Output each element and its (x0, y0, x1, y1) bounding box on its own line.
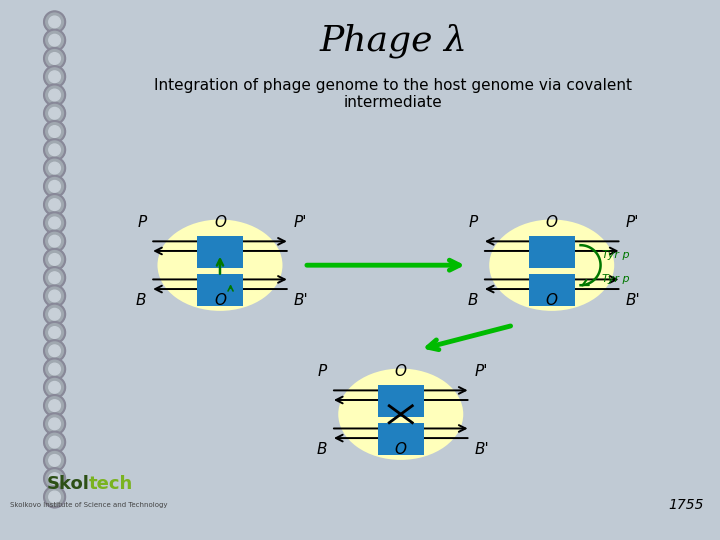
Circle shape (44, 103, 66, 124)
Circle shape (49, 345, 60, 356)
Text: tech: tech (89, 475, 133, 493)
Circle shape (44, 212, 66, 233)
Text: O: O (395, 442, 407, 457)
Circle shape (49, 363, 60, 375)
Text: P': P' (625, 215, 639, 230)
Text: O: O (546, 215, 558, 230)
Circle shape (44, 48, 66, 69)
Circle shape (49, 89, 60, 101)
Text: Phage λ: Phage λ (319, 24, 467, 58)
Circle shape (49, 418, 60, 430)
Circle shape (49, 290, 60, 302)
Circle shape (44, 194, 66, 215)
Text: P': P' (294, 215, 307, 230)
Circle shape (44, 322, 66, 343)
Text: O: O (546, 293, 558, 308)
Bar (378, 384, 424, 417)
Circle shape (49, 217, 60, 229)
Text: Integration of phage genome to the host genome via covalent
intermediate: Integration of phage genome to the host … (154, 78, 632, 110)
Circle shape (49, 491, 60, 503)
Circle shape (49, 308, 60, 320)
Circle shape (44, 30, 66, 51)
Circle shape (49, 436, 60, 448)
Text: B: B (468, 293, 478, 308)
Text: Skol: Skol (46, 475, 89, 493)
Circle shape (49, 235, 60, 247)
Circle shape (44, 377, 66, 398)
Circle shape (49, 107, 60, 119)
Circle shape (44, 176, 66, 197)
Circle shape (44, 158, 66, 179)
Text: P: P (318, 364, 327, 379)
Text: B: B (317, 442, 327, 457)
Text: Tyr p: Tyr p (603, 250, 630, 260)
Text: P': P' (474, 364, 488, 379)
Circle shape (49, 180, 60, 192)
Circle shape (44, 121, 66, 142)
Circle shape (49, 144, 60, 156)
Circle shape (49, 473, 60, 484)
Circle shape (44, 359, 66, 380)
Circle shape (44, 413, 66, 434)
Circle shape (44, 450, 66, 471)
Text: Tyr p: Tyr p (603, 274, 630, 284)
Text: O: O (214, 293, 226, 308)
Text: B': B' (625, 293, 640, 308)
Text: P: P (469, 215, 478, 230)
Circle shape (44, 66, 66, 87)
Text: O: O (395, 364, 407, 379)
Circle shape (49, 327, 60, 339)
Circle shape (44, 11, 66, 32)
Circle shape (49, 52, 60, 64)
Circle shape (44, 303, 66, 325)
Text: B': B' (294, 293, 308, 308)
Circle shape (49, 254, 60, 265)
Circle shape (49, 126, 60, 137)
Bar (528, 235, 575, 268)
Circle shape (44, 487, 66, 508)
Text: B: B (136, 293, 146, 308)
Circle shape (49, 162, 60, 174)
Circle shape (44, 231, 66, 252)
Circle shape (49, 199, 60, 211)
Text: O: O (214, 215, 226, 230)
Bar (528, 274, 575, 306)
Bar (197, 274, 243, 306)
Ellipse shape (338, 369, 463, 460)
Circle shape (49, 272, 60, 284)
Text: Skolkovo Institute of Science and Technology: Skolkovo Institute of Science and Techno… (11, 502, 168, 509)
Circle shape (49, 455, 60, 466)
Ellipse shape (158, 220, 282, 311)
Circle shape (49, 35, 60, 46)
Circle shape (44, 84, 66, 106)
Circle shape (44, 139, 66, 160)
Circle shape (49, 381, 60, 393)
Circle shape (44, 340, 66, 361)
Circle shape (44, 249, 66, 270)
Bar (197, 235, 243, 268)
Circle shape (49, 400, 60, 411)
Circle shape (44, 285, 66, 307)
Circle shape (49, 71, 60, 83)
Circle shape (44, 468, 66, 489)
Circle shape (44, 431, 66, 453)
Circle shape (49, 16, 60, 28)
Text: 1755: 1755 (669, 498, 704, 512)
Text: B': B' (474, 442, 489, 457)
Text: P: P (138, 215, 146, 230)
Circle shape (44, 267, 66, 288)
Ellipse shape (489, 220, 614, 311)
Bar (378, 423, 424, 455)
Circle shape (44, 395, 66, 416)
